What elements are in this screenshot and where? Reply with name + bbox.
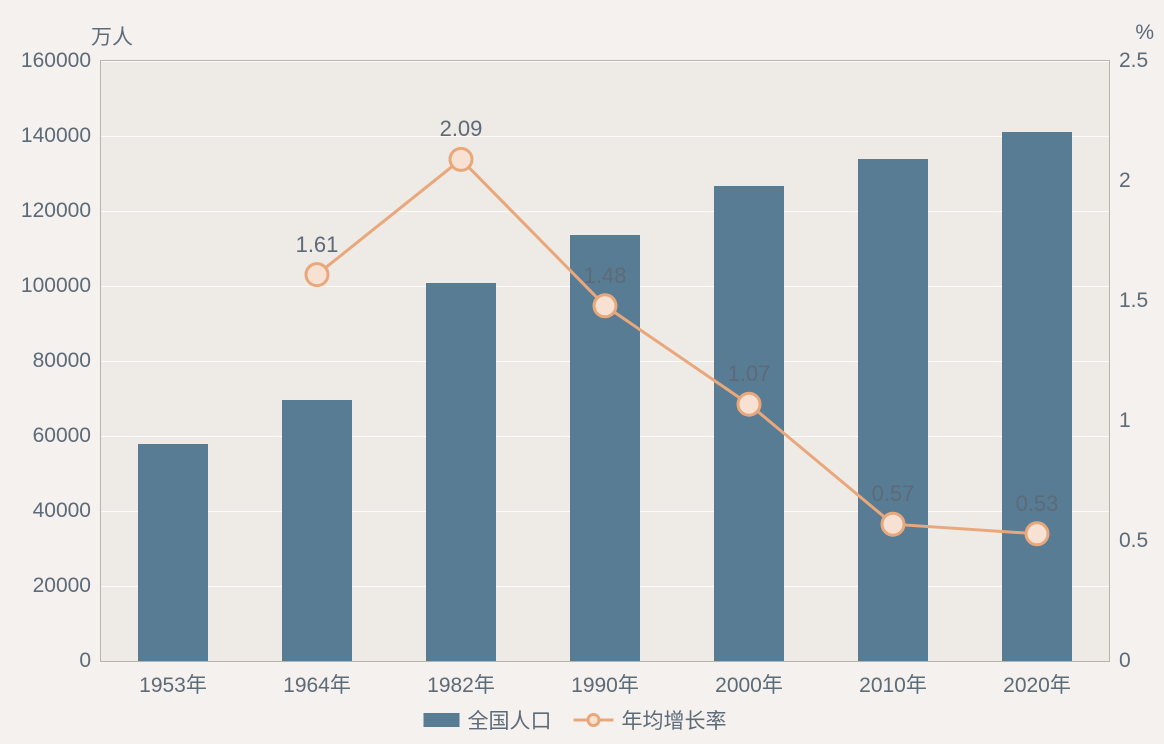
line-marker — [306, 264, 328, 286]
line-marker — [450, 148, 472, 170]
y-axis-left-title: 万人 — [91, 21, 133, 51]
y-left-tick: 140000 — [21, 124, 101, 148]
line-data-label: 1.48 — [584, 263, 627, 289]
plot-area: 万人 % 1.612.091.481.070.570.53 0200004000… — [100, 60, 1110, 662]
growth-line — [317, 159, 1037, 533]
line-marker — [594, 295, 616, 317]
y-left-tick: 120000 — [21, 199, 101, 223]
y-left-tick: 60000 — [33, 424, 101, 448]
y-left-tick: 80000 — [33, 349, 101, 373]
y-left-tick: 160000 — [21, 49, 101, 73]
legend-label: 年均增长率 — [622, 705, 727, 735]
population-chart: 万人 % 1.61 2.09 1.48 1.07 0.57 0.53 0 20000 4000… — [0, 0, 1164, 744]
x-tick: 1964年 — [283, 661, 351, 699]
line-marker — [738, 393, 760, 415]
y-right-tick: 2.5 — [1109, 49, 1148, 73]
legend-swatch-bar — [424, 713, 460, 727]
y-right-tick: 0.5 — [1109, 529, 1148, 553]
y-right-tick: 1.5 — [1109, 289, 1148, 313]
y-left-tick: 20000 — [33, 574, 101, 598]
legend-label: 全国人口 — [468, 705, 552, 735]
x-tick: 2010年 — [859, 661, 927, 699]
y-right-tick: 1 — [1109, 409, 1131, 433]
x-tick: 2000年 — [715, 661, 783, 699]
x-tick: 1982年 — [427, 661, 495, 699]
line-data-label: 0.57 — [872, 481, 915, 507]
line-data-label: 0.53 — [1016, 491, 1059, 517]
y-right-tick: 0 — [1109, 649, 1131, 673]
y-left-tick: 100000 — [21, 274, 101, 298]
line-data-label: 1.07 — [728, 361, 771, 387]
line-layer — [101, 61, 1109, 661]
x-tick: 1953年 — [139, 661, 207, 699]
y-right-tick: 2 — [1109, 169, 1131, 193]
line-marker — [882, 513, 904, 535]
x-tick: 2020年 — [1003, 661, 1071, 699]
line-marker — [1026, 523, 1048, 545]
line-data-label: 1.61 — [296, 232, 339, 258]
x-tick: 1990年 — [571, 661, 639, 699]
y-axis-right-title: % — [1135, 21, 1154, 45]
chart-legend: 全国人口 年均增长率 — [424, 705, 741, 735]
y-left-tick: 0 — [79, 649, 101, 673]
line-data-label: 2.09 — [440, 116, 483, 142]
legend-swatch-line — [574, 711, 614, 729]
y-left-tick: 40000 — [33, 499, 101, 523]
